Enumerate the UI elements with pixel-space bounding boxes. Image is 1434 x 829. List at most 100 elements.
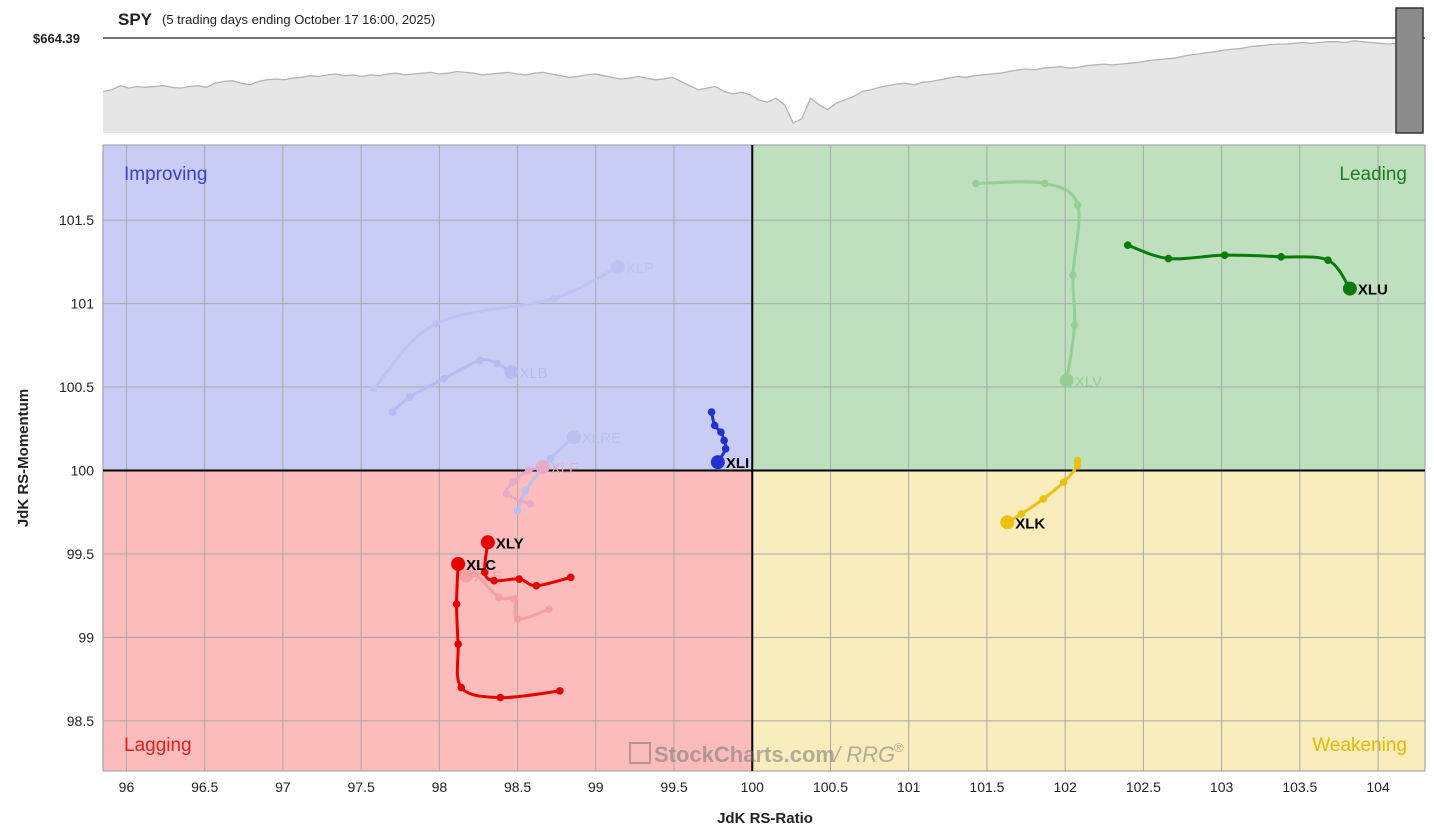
tail-point[interactable] (1017, 510, 1026, 518)
tail-point[interactable] (476, 356, 484, 365)
y-tick-label: 99 (78, 629, 94, 645)
tail-point[interactable] (510, 595, 519, 603)
tail-point[interactable] (452, 600, 461, 608)
head-point-xlre[interactable] (566, 430, 581, 445)
series-xlc[interactable]: XLC (451, 557, 564, 702)
tail-point[interactable] (721, 445, 730, 453)
tail-point[interactable] (405, 393, 414, 401)
tail-point[interactable] (1041, 179, 1049, 188)
y-tick-label: 100.5 (59, 379, 94, 395)
series-xlf[interactable]: XLF (502, 460, 579, 508)
tail-point[interactable] (1073, 201, 1082, 209)
quadrant-leading (752, 145, 1425, 471)
tail-point[interactable] (556, 687, 564, 695)
series-xly[interactable]: XLY (480, 535, 575, 590)
x-tick-label: 101.5 (969, 779, 1004, 795)
tail-point[interactable] (1069, 271, 1077, 280)
series-xli[interactable]: XLI (707, 408, 749, 472)
spy-panel: SPY (5 trading days ending October 17 16… (33, 7, 1425, 134)
tail-line-xlp (372, 265, 620, 391)
series-label-xlre: XLRE (582, 430, 621, 447)
tail-point[interactable] (513, 615, 522, 623)
head-point-xlv[interactable] (1059, 373, 1074, 388)
period-window-handle[interactable] (1395, 7, 1424, 134)
tail-point[interactable] (496, 693, 505, 702)
tail-point[interactable] (1324, 256, 1332, 264)
tail-point[interactable] (1220, 251, 1229, 259)
series-label-xlu: XLU (1358, 282, 1388, 299)
tail-point[interactable] (495, 593, 503, 602)
tail-point[interactable] (493, 359, 502, 368)
head-point-xly[interactable] (480, 535, 495, 550)
tail-point[interactable] (1123, 241, 1132, 249)
head-point-xlb[interactable] (504, 365, 519, 380)
tail-point[interactable] (720, 436, 728, 445)
tail-point[interactable] (707, 408, 716, 416)
head-point-xlk[interactable] (1000, 515, 1015, 530)
series-xlu[interactable]: XLU (1123, 241, 1388, 299)
tail-point[interactable] (524, 466, 533, 475)
series-xlre[interactable]: XLRE (513, 430, 621, 515)
series-xlk[interactable]: XLK (1000, 456, 1082, 533)
tail-point[interactable] (526, 500, 534, 508)
tail-point[interactable] (388, 408, 397, 416)
series-label-xlf: XLF (551, 460, 579, 477)
tail-point[interactable] (454, 640, 462, 648)
quadrant-label-lagging: Lagging (124, 735, 192, 756)
tail-point[interactable] (566, 573, 575, 582)
tail-point[interactable] (515, 575, 523, 583)
x-tick-label: 103.5 (1282, 779, 1317, 795)
series-xlv[interactable]: XLV (972, 179, 1102, 391)
tail-point[interactable] (1039, 495, 1048, 503)
tail-point[interactable] (457, 683, 466, 692)
tail-point[interactable] (440, 374, 448, 383)
tail-point[interactable] (1070, 321, 1079, 330)
head-point-xlp[interactable] (610, 259, 625, 274)
tail-point[interactable] (972, 179, 980, 188)
tail-point[interactable] (1059, 478, 1068, 487)
y-tick-label: 99.5 (67, 546, 94, 562)
subtitle-label: (5 trading days ending October 17 16:00,… (162, 12, 435, 27)
series-label-xlk: XLK (1015, 515, 1045, 532)
tail-point[interactable] (1277, 253, 1285, 261)
tail-point[interactable] (549, 294, 558, 303)
series-label-xlv: XLV (1075, 373, 1102, 390)
x-tick-label: 98 (432, 779, 448, 795)
tail-point[interactable] (490, 576, 498, 585)
tail-point[interactable] (480, 568, 489, 577)
tail-point[interactable] (502, 490, 511, 498)
quadrant-weakening (752, 470, 1425, 771)
head-point-xli[interactable] (710, 455, 725, 470)
series-label-xlb: XLB (519, 365, 547, 382)
x-tick-label: 97.5 (348, 779, 375, 795)
tail-point[interactable] (710, 421, 719, 430)
series-xlp[interactable]: XLP (369, 259, 654, 393)
tail-point[interactable] (513, 506, 522, 515)
x-tick-label: 98.5 (504, 779, 531, 795)
head-point-xlf[interactable] (535, 460, 550, 475)
tail-point[interactable] (546, 455, 555, 463)
x-tick-label: 100 (741, 779, 765, 795)
tail-point[interactable] (471, 570, 480, 578)
head-point-xlc[interactable] (451, 557, 466, 572)
y-tick-label: 101.5 (59, 212, 94, 228)
tail-point[interactable] (532, 581, 541, 590)
y-axis-title: JdK RS-Momentum (15, 389, 32, 527)
head-point-xle[interactable] (458, 568, 473, 583)
head-point-xlu[interactable] (1342, 281, 1357, 296)
tail-point[interactable] (369, 384, 378, 393)
tail-point[interactable] (432, 319, 441, 328)
tail-line-xlre (516, 435, 576, 513)
tail-point[interactable] (1073, 461, 1082, 470)
series-label-xlp: XLP (626, 260, 654, 277)
tail-point[interactable] (509, 478, 517, 487)
tail-point[interactable] (717, 428, 725, 436)
series-xlb[interactable]: XLB (388, 356, 548, 416)
tail-point[interactable] (521, 486, 530, 495)
x-tick-label: 96 (119, 779, 135, 795)
quadrant-improving (103, 145, 753, 471)
tail-point[interactable] (1164, 254, 1173, 263)
tail-point[interactable] (545, 605, 553, 613)
center-lines (103, 145, 1425, 771)
